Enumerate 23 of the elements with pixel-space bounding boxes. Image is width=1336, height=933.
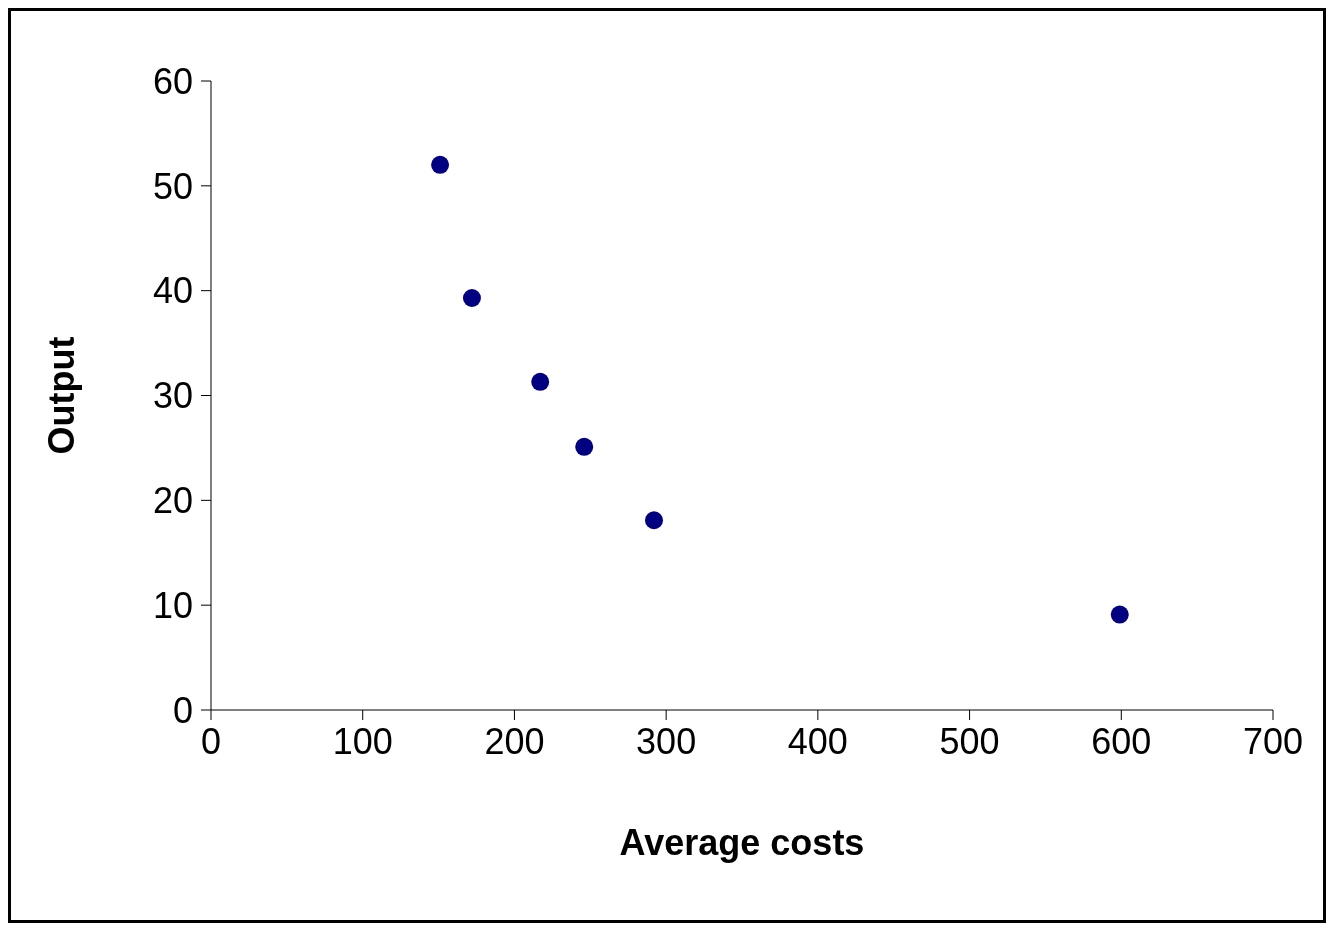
x-tick-label: 100 xyxy=(332,720,393,762)
y-tick-label: 60 xyxy=(152,60,193,102)
point xyxy=(575,437,594,456)
y-tick-label: 50 xyxy=(152,165,193,207)
x-tick-label: 200 xyxy=(484,720,545,762)
y-tick-label: 40 xyxy=(152,270,193,312)
y-tick-label: 20 xyxy=(152,480,193,522)
x-tick-label: 700 xyxy=(1242,720,1304,762)
point xyxy=(531,372,550,391)
x-tick-label: 600 xyxy=(1091,720,1152,762)
y-tick-label: 0 xyxy=(172,689,193,731)
x-tick-label: 500 xyxy=(939,720,1000,762)
x-tick-label: 0 xyxy=(200,720,222,762)
point xyxy=(431,155,450,174)
x-tick-label: 400 xyxy=(787,720,848,762)
point xyxy=(645,511,664,530)
point xyxy=(1110,605,1129,624)
y-tick-label: 10 xyxy=(152,584,193,626)
x-tick-label: 300 xyxy=(636,720,697,762)
y-axis-title: Output xyxy=(40,336,82,455)
x-axis-title: Average costs xyxy=(619,822,865,863)
y-tick-label: 30 xyxy=(152,375,193,417)
point xyxy=(462,289,481,308)
